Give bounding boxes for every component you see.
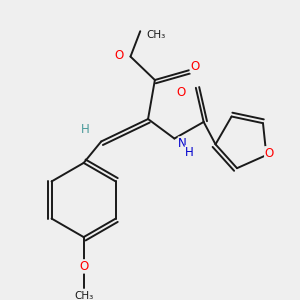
Text: CH₃: CH₃	[146, 30, 165, 40]
Text: O: O	[114, 49, 124, 62]
Text: H: H	[185, 146, 194, 159]
Text: O: O	[79, 260, 88, 273]
Text: O: O	[190, 60, 200, 73]
Text: N: N	[178, 137, 187, 150]
Text: CH₃: CH₃	[74, 291, 93, 300]
Text: O: O	[177, 86, 186, 99]
Text: O: O	[265, 147, 274, 160]
Text: H: H	[81, 123, 90, 136]
